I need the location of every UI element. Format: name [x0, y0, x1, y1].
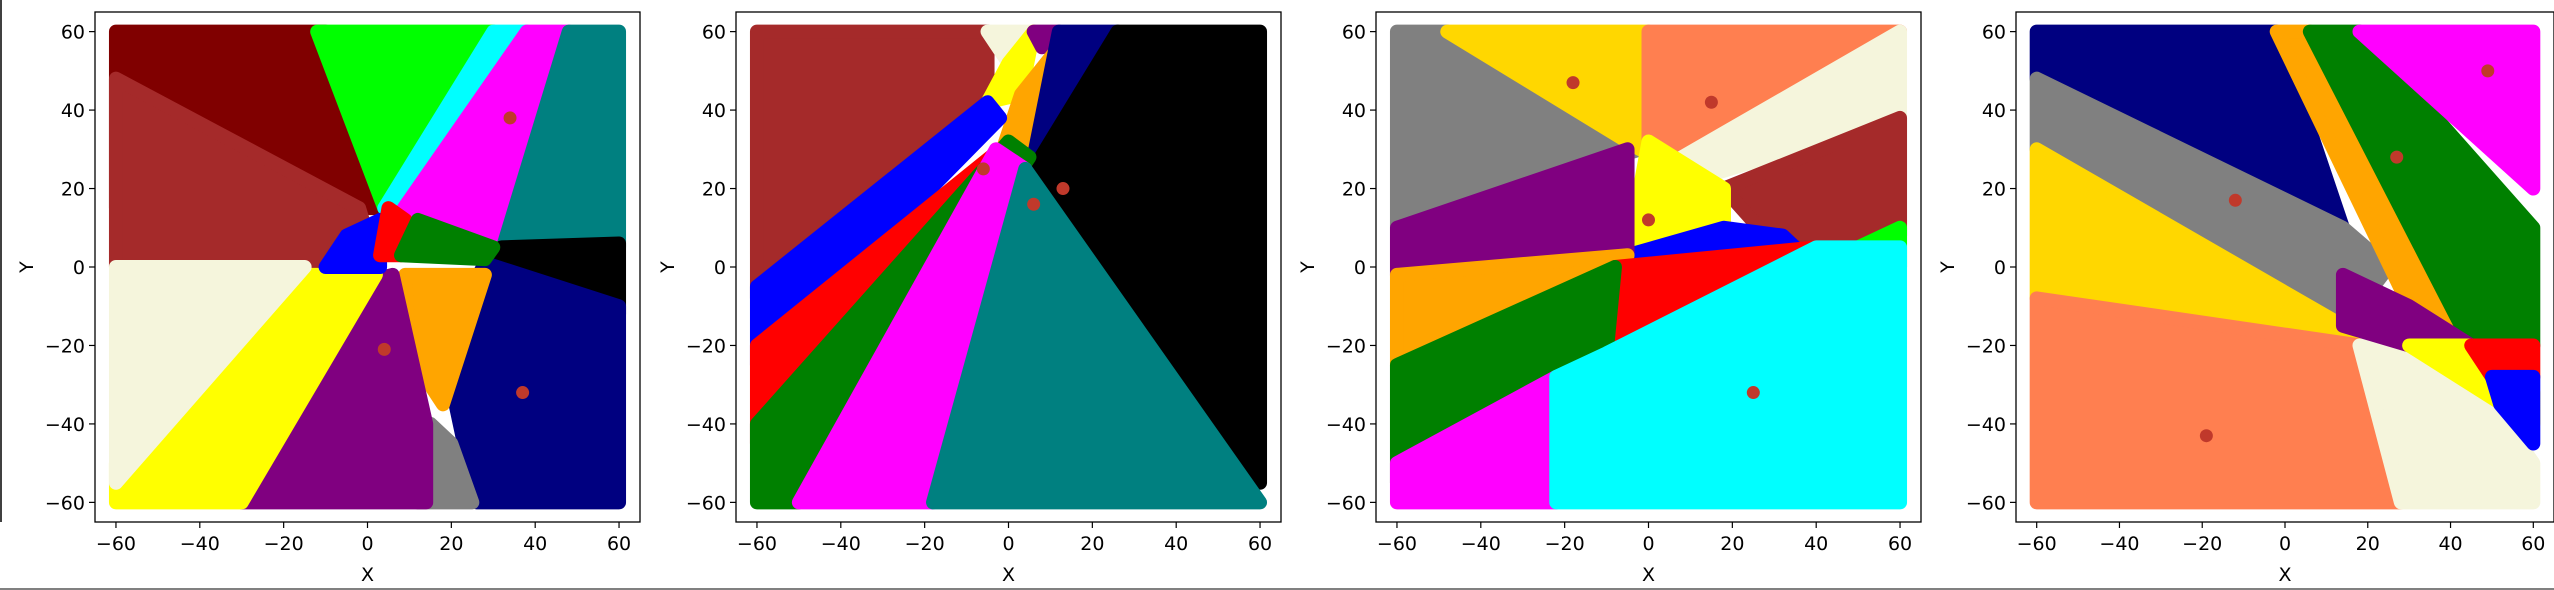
x-tick-label: 0 [1002, 533, 1014, 555]
cluster-region-7 [2302, 24, 2541, 353]
y-tick-label: −60 [45, 492, 85, 514]
x-tick-label: 20 [1720, 533, 1744, 555]
y-tick-label: 40 [1982, 100, 2006, 122]
x-tick-label: −20 [905, 533, 945, 555]
subplot-4: −60 −40 −20 0 20 40 60 −60 −40 −20 0 20 40 60 X Y [1937, 11, 2554, 586]
x-tick-label: 60 [1888, 533, 1912, 555]
plot-area [95, 12, 640, 522]
x-axis-label: X [2278, 564, 2291, 586]
cluster-region-12 [926, 161, 1268, 510]
x-tick-label: −60 [1377, 533, 1417, 555]
y-tick-label: 20 [61, 179, 85, 201]
centroid-point-1 [1566, 76, 1580, 90]
y-axis-label: Y [1937, 261, 1959, 274]
cluster-region-16 [394, 212, 501, 267]
y-tick-label: −20 [45, 335, 85, 357]
y-tick-label: −60 [1966, 492, 2006, 514]
y-tick-label: 0 [1354, 257, 1366, 279]
subplot-1: −60 −40 −20 0 20 40 60 −60 −40 −20 0 20 40 60 X Y [16, 11, 641, 586]
x-tick-label: 60 [1248, 533, 1272, 555]
y-axis-label: Y [1297, 261, 1319, 274]
x-tick-label: −60 [2017, 533, 2057, 555]
x-tick-label: 20 [2356, 533, 2380, 555]
centroid-point-2 [1027, 197, 1041, 211]
x-axis-label: X [1002, 564, 1015, 586]
x-tick-label: 60 [607, 533, 631, 555]
centroid-point-2 [2390, 150, 2404, 164]
plot-area [2016, 12, 2554, 522]
centroid-point-3 [2481, 64, 2495, 78]
y-tick-label: −40 [686, 414, 726, 436]
y-tick-label: −40 [45, 414, 85, 436]
plot-area [1376, 12, 1921, 522]
x-tick-label: −40 [2099, 533, 2139, 555]
y-tick-label: 0 [73, 257, 85, 279]
x-tick-label: −40 [1461, 533, 1501, 555]
centroid-point-1 [2228, 193, 2242, 207]
x-tick-label: 60 [2521, 533, 2545, 555]
x-tick-label: 0 [1642, 533, 1654, 555]
x-tick-label: −60 [96, 533, 136, 555]
centroid-point-1 [503, 111, 517, 125]
y-tick-label: 60 [1982, 22, 2006, 44]
centroid-point-4 [2199, 429, 2213, 443]
x-tick-label: −20 [2182, 533, 2222, 555]
cluster-region-7 [1026, 24, 1268, 490]
centroid-point-2 [377, 342, 391, 356]
x-tick-label: −20 [264, 533, 304, 555]
x-tick-label: 0 [2279, 533, 2291, 555]
x-tick-label: 40 [523, 533, 547, 555]
x-tick-label: 40 [2438, 533, 2462, 555]
x-tick-label: 20 [1080, 533, 1104, 555]
y-tick-label: 60 [702, 22, 726, 44]
plot-area [736, 12, 1281, 522]
centroid-point-2 [1704, 95, 1718, 109]
y-tick-label: −20 [1966, 335, 2006, 357]
centroid-point-1 [976, 162, 990, 176]
y-tick-label: 60 [1342, 22, 1366, 44]
y-tick-label: 40 [702, 100, 726, 122]
y-tick-label: −40 [1966, 414, 2006, 436]
x-tick-label: 40 [1164, 533, 1188, 555]
x-axis-label: X [1642, 564, 1655, 586]
x-tick-label: −60 [737, 533, 777, 555]
centroid-point-3 [1642, 213, 1655, 227]
y-axis-label: Y [16, 261, 38, 274]
y-tick-label: −60 [686, 492, 726, 514]
x-tick-label: 40 [1804, 533, 1828, 555]
y-tick-label: 40 [61, 100, 85, 122]
x-tick-label: −20 [1545, 533, 1585, 555]
centroid-point-4 [1746, 386, 1760, 400]
cluster-region-13 [108, 260, 312, 490]
y-tick-label: 20 [1982, 179, 2006, 201]
y-tick-label: −20 [1326, 335, 1366, 357]
y-tick-label: 40 [1342, 100, 1366, 122]
x-tick-label: −40 [821, 533, 861, 555]
y-tick-label: −20 [686, 335, 726, 357]
x-tick-label: −40 [180, 533, 220, 555]
cluster-region-14 [1549, 240, 1908, 510]
y-tick-label: 20 [1342, 179, 1366, 201]
x-tick-label: 20 [439, 533, 463, 555]
x-axis-label: X [361, 564, 374, 586]
subplot-2: −60 −40 −20 0 20 40 60 −60 −40 −20 0 20 40 60 X Y [657, 11, 1282, 586]
y-tick-label: 60 [61, 22, 85, 44]
y-tick-label: 0 [1994, 257, 2006, 279]
y-tick-label: 20 [702, 179, 726, 201]
y-tick-label: 0 [714, 257, 726, 279]
centroid-point-3 [516, 386, 530, 400]
y-tick-label: −60 [1326, 492, 1366, 514]
centroid-point-3 [1056, 182, 1070, 196]
subplot-3: −60 −40 −20 0 20 40 60 −60 −40 −20 0 20 40 60 X Y [1297, 11, 1922, 586]
cluster-region-12 [2484, 369, 2541, 451]
y-tick-label: −40 [1326, 414, 1366, 436]
x-tick-label: 0 [361, 533, 373, 555]
y-axis-label: Y [657, 261, 679, 274]
